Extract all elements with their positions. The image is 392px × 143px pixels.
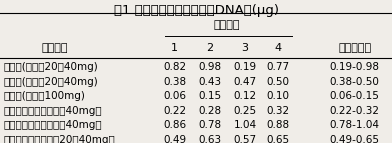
Text: 0.98: 0.98 bbox=[198, 62, 221, 72]
Text: 0.12: 0.12 bbox=[234, 91, 256, 101]
Text: 2: 2 bbox=[206, 43, 213, 53]
Text: 0.10: 0.10 bbox=[267, 91, 290, 101]
Text: 0.57: 0.57 bbox=[234, 135, 256, 143]
Text: 1.04: 1.04 bbox=[234, 120, 256, 130]
Text: 緑茶（仕上げ加工、約40mg）: 緑茶（仕上げ加工、約40mg） bbox=[4, 120, 103, 130]
Text: 0.49-0.65: 0.49-0.65 bbox=[330, 135, 380, 143]
Text: 表1 各組織から抽出されたDNA量(μg): 表1 各組織から抽出されたDNA量(μg) bbox=[114, 4, 278, 17]
Text: 0.86: 0.86 bbox=[163, 120, 186, 130]
Text: 0.88: 0.88 bbox=[267, 120, 290, 130]
Text: 0.50: 0.50 bbox=[267, 77, 290, 87]
Text: 0.25: 0.25 bbox=[234, 106, 256, 116]
Text: 0.22-0.32: 0.22-0.32 bbox=[330, 106, 380, 116]
Text: イチゴ(成葉、20〜40mg): イチゴ(成葉、20〜40mg) bbox=[4, 62, 99, 72]
Text: 0.06-0.15: 0.06-0.15 bbox=[330, 91, 380, 101]
Text: 供試材料: 供試材料 bbox=[42, 43, 68, 53]
Text: 0.19-0.98: 0.19-0.98 bbox=[330, 62, 380, 72]
Text: 0.43: 0.43 bbox=[198, 77, 221, 87]
Text: 0.15: 0.15 bbox=[198, 91, 221, 101]
Text: サンプル: サンプル bbox=[213, 20, 240, 30]
Text: 0.78-1.04: 0.78-1.04 bbox=[330, 120, 380, 130]
Text: 0.19: 0.19 bbox=[234, 62, 256, 72]
Text: 0.38-0.50: 0.38-0.50 bbox=[330, 77, 380, 87]
Text: 0.06: 0.06 bbox=[163, 91, 186, 101]
Text: イチゴ(果肉、100mg): イチゴ(果肉、100mg) bbox=[4, 91, 86, 101]
Text: 最小－最大: 最小－最大 bbox=[338, 43, 371, 53]
Text: 0.28: 0.28 bbox=[198, 106, 221, 116]
Text: 0.38: 0.38 bbox=[163, 77, 186, 87]
Text: エダマメ（塩茹で、約40mg）: エダマメ（塩茹で、約40mg） bbox=[4, 106, 103, 116]
Text: 0.63: 0.63 bbox=[198, 135, 221, 143]
Text: イチゴ(ガク、20〜40mg): イチゴ(ガク、20〜40mg) bbox=[4, 77, 99, 87]
Text: 1: 1 bbox=[171, 43, 178, 53]
Text: 0.32: 0.32 bbox=[267, 106, 290, 116]
Text: 3: 3 bbox=[241, 43, 249, 53]
Text: 0.82: 0.82 bbox=[163, 62, 186, 72]
Text: 0.47: 0.47 bbox=[234, 77, 256, 87]
Text: 0.77: 0.77 bbox=[267, 62, 290, 72]
Text: 0.65: 0.65 bbox=[267, 135, 290, 143]
Text: 0.22: 0.22 bbox=[163, 106, 186, 116]
Text: 0.49: 0.49 bbox=[163, 135, 186, 143]
Text: ハクサイ（新鮮葉、20〜40mg）: ハクサイ（新鮮葉、20〜40mg） bbox=[4, 135, 116, 143]
Text: 4: 4 bbox=[275, 43, 282, 53]
Text: 0.78: 0.78 bbox=[198, 120, 221, 130]
